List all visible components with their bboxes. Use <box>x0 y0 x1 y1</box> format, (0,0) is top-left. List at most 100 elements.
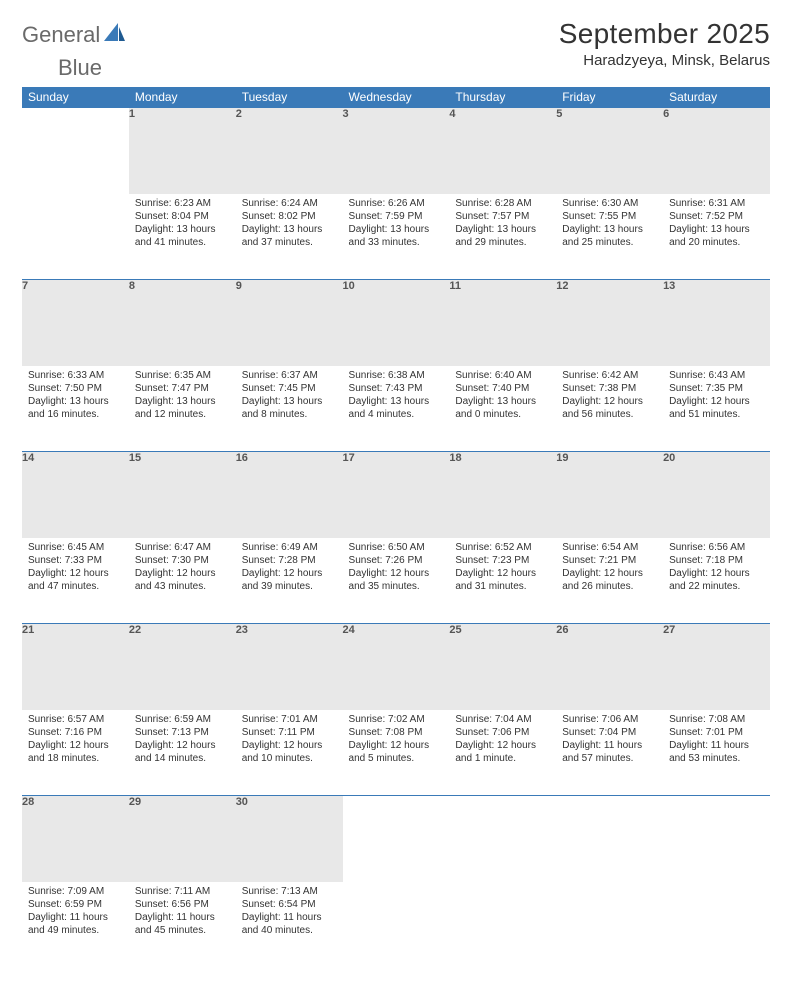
day-cell: Sunrise: 6:54 AMSunset: 7:21 PMDaylight:… <box>556 538 663 624</box>
calendar-body: 123456Sunrise: 6:23 AMSunset: 8:04 PMDay… <box>22 108 770 968</box>
day-number-cell: 22 <box>129 624 236 710</box>
sunrise-line: Sunrise: 7:13 AM <box>242 885 337 898</box>
sunset-line: Sunset: 7:52 PM <box>669 210 764 223</box>
day-number-cell: 18 <box>449 452 556 538</box>
sunrise-line: Sunrise: 6:47 AM <box>135 541 230 554</box>
day-content: Sunrise: 6:38 AMSunset: 7:43 PMDaylight:… <box>343 366 450 425</box>
day-content: Sunrise: 6:56 AMSunset: 7:18 PMDaylight:… <box>663 538 770 597</box>
day-number-cell: 12 <box>556 280 663 366</box>
sunrise-line: Sunrise: 6:42 AM <box>562 369 657 382</box>
sunset-line: Sunset: 8:04 PM <box>135 210 230 223</box>
sunset-line: Sunset: 7:50 PM <box>28 382 123 395</box>
sunset-line: Sunset: 7:21 PM <box>562 554 657 567</box>
sunset-line: Sunset: 7:06 PM <box>455 726 550 739</box>
daylight-line: Daylight: 12 hours and 10 minutes. <box>242 739 337 765</box>
day-content: Sunrise: 6:45 AMSunset: 7:33 PMDaylight:… <box>22 538 129 597</box>
day-number-cell: 28 <box>22 796 129 882</box>
daylight-line: Daylight: 13 hours and 20 minutes. <box>669 223 764 249</box>
day-cell: Sunrise: 6:26 AMSunset: 7:59 PMDaylight:… <box>343 194 450 280</box>
daylight-line: Daylight: 12 hours and 22 minutes. <box>669 567 764 593</box>
daylight-line: Daylight: 13 hours and 0 minutes. <box>455 395 550 421</box>
week-row: Sunrise: 6:57 AMSunset: 7:16 PMDaylight:… <box>22 710 770 796</box>
day-number-row: 78910111213 <box>22 280 770 366</box>
day-number-cell <box>22 108 129 194</box>
day-cell: Sunrise: 6:37 AMSunset: 7:45 PMDaylight:… <box>236 366 343 452</box>
day-number-cell: 19 <box>556 452 663 538</box>
day-number-cell: 25 <box>449 624 556 710</box>
calendar-page: General September 2025 Haradzyeya, Minsk… <box>0 0 792 986</box>
sunset-line: Sunset: 7:28 PM <box>242 554 337 567</box>
daylight-line: Daylight: 12 hours and 31 minutes. <box>455 567 550 593</box>
sunset-line: Sunset: 7:33 PM <box>28 554 123 567</box>
sunset-line: Sunset: 7:40 PM <box>455 382 550 395</box>
sunrise-line: Sunrise: 6:35 AM <box>135 369 230 382</box>
weekday-header-row: Sunday Monday Tuesday Wednesday Thursday… <box>22 87 770 108</box>
day-number-cell: 2 <box>236 108 343 194</box>
day-cell: Sunrise: 6:23 AMSunset: 8:04 PMDaylight:… <box>129 194 236 280</box>
sunset-line: Sunset: 7:43 PM <box>349 382 444 395</box>
daylight-line: Daylight: 13 hours and 41 minutes. <box>135 223 230 249</box>
day-content: Sunrise: 7:01 AMSunset: 7:11 PMDaylight:… <box>236 710 343 769</box>
sunset-line: Sunset: 7:01 PM <box>669 726 764 739</box>
day-number-row: 123456 <box>22 108 770 194</box>
day-content: Sunrise: 6:40 AMSunset: 7:40 PMDaylight:… <box>449 366 556 425</box>
daylight-line: Daylight: 13 hours and 12 minutes. <box>135 395 230 421</box>
day-content: Sunrise: 6:49 AMSunset: 7:28 PMDaylight:… <box>236 538 343 597</box>
day-cell: Sunrise: 6:47 AMSunset: 7:30 PMDaylight:… <box>129 538 236 624</box>
daylight-line: Daylight: 13 hours and 37 minutes. <box>242 223 337 249</box>
daylight-line: Daylight: 13 hours and 16 minutes. <box>28 395 123 421</box>
sunset-line: Sunset: 7:26 PM <box>349 554 444 567</box>
day-cell: Sunrise: 6:24 AMSunset: 8:02 PMDaylight:… <box>236 194 343 280</box>
day-content: Sunrise: 6:24 AMSunset: 8:02 PMDaylight:… <box>236 194 343 253</box>
day-number-cell: 10 <box>343 280 450 366</box>
sunrise-line: Sunrise: 6:28 AM <box>455 197 550 210</box>
day-content: Sunrise: 6:42 AMSunset: 7:38 PMDaylight:… <box>556 366 663 425</box>
daylight-line: Daylight: 12 hours and 14 minutes. <box>135 739 230 765</box>
day-number-cell <box>449 796 556 882</box>
sunset-line: Sunset: 7:08 PM <box>349 726 444 739</box>
day-number-cell: 1 <box>129 108 236 194</box>
day-cell: Sunrise: 6:56 AMSunset: 7:18 PMDaylight:… <box>663 538 770 624</box>
day-number-cell: 4 <box>449 108 556 194</box>
sunrise-line: Sunrise: 6:52 AM <box>455 541 550 554</box>
day-content: Sunrise: 6:43 AMSunset: 7:35 PMDaylight:… <box>663 366 770 425</box>
sunrise-line: Sunrise: 7:11 AM <box>135 885 230 898</box>
weekday-header: Wednesday <box>343 87 450 108</box>
daylight-line: Daylight: 12 hours and 47 minutes. <box>28 567 123 593</box>
logo: General <box>22 22 130 48</box>
sunrise-line: Sunrise: 6:26 AM <box>349 197 444 210</box>
daylight-line: Daylight: 12 hours and 43 minutes. <box>135 567 230 593</box>
day-cell: Sunrise: 7:06 AMSunset: 7:04 PMDaylight:… <box>556 710 663 796</box>
sunrise-line: Sunrise: 6:24 AM <box>242 197 337 210</box>
sunset-line: Sunset: 7:11 PM <box>242 726 337 739</box>
sunrise-line: Sunrise: 7:01 AM <box>242 713 337 726</box>
day-number-row: 282930 <box>22 796 770 882</box>
day-content: Sunrise: 7:09 AMSunset: 6:59 PMDaylight:… <box>22 882 129 941</box>
daylight-line: Daylight: 13 hours and 4 minutes. <box>349 395 444 421</box>
day-content: Sunrise: 6:31 AMSunset: 7:52 PMDaylight:… <box>663 194 770 253</box>
day-cell: Sunrise: 6:28 AMSunset: 7:57 PMDaylight:… <box>449 194 556 280</box>
day-cell <box>449 882 556 968</box>
day-cell <box>556 882 663 968</box>
sunrise-line: Sunrise: 6:56 AM <box>669 541 764 554</box>
day-number-cell: 29 <box>129 796 236 882</box>
sunrise-line: Sunrise: 6:49 AM <box>242 541 337 554</box>
day-number-cell: 3 <box>343 108 450 194</box>
weekday-header: Thursday <box>449 87 556 108</box>
day-number-cell: 14 <box>22 452 129 538</box>
day-number-cell: 26 <box>556 624 663 710</box>
weekday-header: Tuesday <box>236 87 343 108</box>
daylight-line: Daylight: 12 hours and 35 minutes. <box>349 567 444 593</box>
logo-word-blue-wrap: Blue <box>22 55 770 81</box>
day-content: Sunrise: 6:33 AMSunset: 7:50 PMDaylight:… <box>22 366 129 425</box>
calendar-table: Sunday Monday Tuesday Wednesday Thursday… <box>22 87 770 968</box>
day-number-cell: 7 <box>22 280 129 366</box>
sunset-line: Sunset: 7:16 PM <box>28 726 123 739</box>
day-content: Sunrise: 6:37 AMSunset: 7:45 PMDaylight:… <box>236 366 343 425</box>
daylight-line: Daylight: 12 hours and 26 minutes. <box>562 567 657 593</box>
daylight-line: Daylight: 12 hours and 56 minutes. <box>562 395 657 421</box>
daylight-line: Daylight: 13 hours and 33 minutes. <box>349 223 444 249</box>
day-cell <box>22 194 129 280</box>
day-cell: Sunrise: 6:50 AMSunset: 7:26 PMDaylight:… <box>343 538 450 624</box>
daylight-line: Daylight: 12 hours and 5 minutes. <box>349 739 444 765</box>
